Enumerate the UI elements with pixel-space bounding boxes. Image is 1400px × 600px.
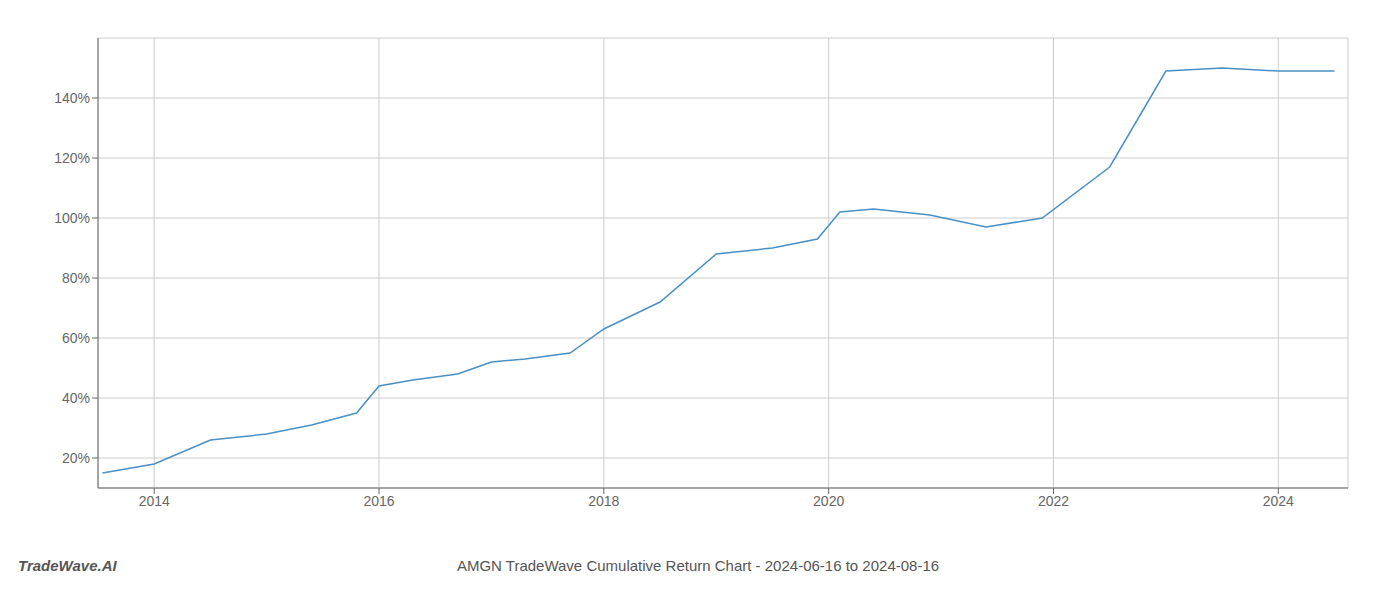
svg-text:140%: 140%	[54, 90, 90, 106]
svg-text:2016: 2016	[363, 493, 394, 509]
svg-text:2018: 2018	[588, 493, 619, 509]
svg-text:2014: 2014	[139, 493, 170, 509]
svg-text:20%: 20%	[62, 450, 90, 466]
svg-text:80%: 80%	[62, 270, 90, 286]
svg-text:60%: 60%	[62, 330, 90, 346]
svg-text:2024: 2024	[1263, 493, 1294, 509]
html-text:TradeWave.AI: TradeWave.AI	[18, 556, 117, 574]
svg-text:100%: 100%	[54, 210, 90, 226]
html-text:AMGN TradeWave Cumulative Retu: AMGN TradeWave Cumulative Return Chart -…	[456, 556, 940, 574]
svg-text:2022: 2022	[1038, 493, 1069, 509]
svg-text:2020: 2020	[813, 493, 844, 509]
svg-text:120%: 120%	[54, 150, 90, 166]
svg-text:40%: 40%	[62, 390, 90, 406]
